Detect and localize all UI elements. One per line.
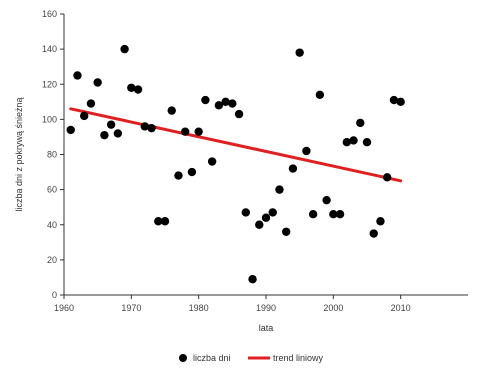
legend-point-marker xyxy=(179,354,187,362)
data-point xyxy=(86,99,96,108)
legend-label-line: trend liniowy xyxy=(273,353,324,363)
data-point xyxy=(356,118,365,128)
data-point xyxy=(335,210,345,219)
data-point xyxy=(342,138,351,147)
x-tick-label: 2000 xyxy=(323,303,343,313)
y-axis-title: liczba dni z pokrywą śnieżną xyxy=(14,97,24,211)
data-point xyxy=(133,85,143,94)
data-point xyxy=(396,97,405,107)
data-point xyxy=(315,90,325,99)
data-point xyxy=(154,217,163,226)
data-point xyxy=(255,220,264,229)
x-tick-label: 1960 xyxy=(54,303,74,313)
data-point xyxy=(127,83,136,92)
data-point xyxy=(241,208,250,217)
data-point xyxy=(282,227,291,236)
data-point xyxy=(362,138,372,147)
data-point xyxy=(106,120,116,129)
x-tick-label: 1970 xyxy=(121,303,141,313)
data-point xyxy=(120,44,129,54)
data-point xyxy=(295,48,304,57)
data-point xyxy=(147,123,156,133)
data-point xyxy=(308,210,318,219)
points-series xyxy=(66,44,405,284)
data-point xyxy=(302,146,311,156)
y-tick-label: 100 xyxy=(42,114,57,124)
axes: 0 20 40 60 80 100 120 140 160 1960 1970 1980 1990 200… xyxy=(42,9,468,313)
y-tick-label: 60 xyxy=(47,185,57,195)
data-point xyxy=(207,157,217,166)
data-point xyxy=(174,171,183,180)
data-point xyxy=(167,106,176,115)
y-tick-label: 0 xyxy=(52,290,57,300)
x-tick-label: 2010 xyxy=(391,303,411,313)
data-point xyxy=(275,185,284,194)
y-tick-label: 120 xyxy=(42,79,57,89)
data-point xyxy=(66,125,75,135)
data-point xyxy=(93,78,102,87)
legend: liczba dni trend liniowy xyxy=(179,353,324,363)
data-point xyxy=(329,210,338,219)
y-tick-label: 160 xyxy=(42,9,57,19)
data-point xyxy=(369,229,378,238)
data-point xyxy=(140,122,149,131)
data-point xyxy=(100,130,109,140)
data-point xyxy=(261,213,271,222)
data-point xyxy=(288,164,298,173)
data-point xyxy=(194,127,203,136)
x-tick-label: 1990 xyxy=(256,303,276,313)
data-point xyxy=(349,136,358,145)
y-tick-label: 20 xyxy=(47,255,57,265)
data-point xyxy=(248,274,257,284)
data-point xyxy=(383,173,392,182)
data-point xyxy=(73,71,82,80)
x-tick-label: 1980 xyxy=(189,303,209,313)
data-point xyxy=(201,95,210,105)
data-point xyxy=(322,195,331,205)
y-tick-label: 140 xyxy=(42,44,57,54)
x-axis-title: lata xyxy=(259,323,274,333)
data-point xyxy=(113,129,123,138)
data-point xyxy=(160,217,170,226)
trend-line xyxy=(69,107,403,183)
data-point xyxy=(268,208,277,217)
data-point xyxy=(181,127,190,136)
y-tick-label: 40 xyxy=(47,220,57,230)
data-point xyxy=(234,109,244,119)
legend-label-points: liczba dni xyxy=(193,353,231,363)
y-tick-label: 80 xyxy=(47,150,57,160)
data-point xyxy=(214,101,224,110)
data-point xyxy=(389,95,399,105)
data-point xyxy=(228,99,237,108)
trend-line-series xyxy=(69,107,403,183)
data-point xyxy=(376,217,385,226)
data-point xyxy=(187,167,197,177)
data-point xyxy=(80,111,89,121)
data-point xyxy=(221,97,230,107)
